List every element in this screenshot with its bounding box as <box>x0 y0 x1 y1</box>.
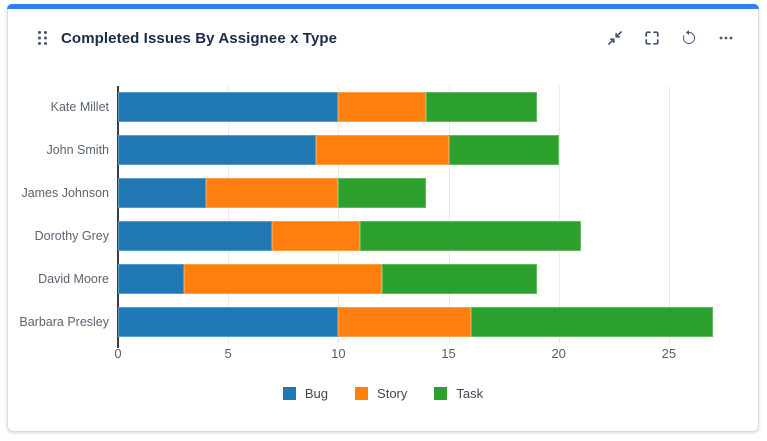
collapse-icon <box>607 30 623 46</box>
bar-segment-task[interactable] <box>360 220 581 251</box>
category-label: Kate Millet <box>50 100 109 115</box>
category-label: John Smith <box>46 143 109 158</box>
gridline <box>448 86 450 343</box>
dashboard-gadget-card: Completed Issues By Assignee x Type <box>7 4 759 432</box>
legend-label: Task <box>456 386 484 401</box>
fullscreen-icon <box>644 30 660 46</box>
x-tick-label: 10 <box>331 346 346 361</box>
x-tick-label: 15 <box>441 346 456 361</box>
x-tick-label: 20 <box>551 346 566 361</box>
drag-handle-icon[interactable] <box>33 28 51 48</box>
bar-segment-bug[interactable] <box>118 135 317 166</box>
bar-segment-task[interactable] <box>382 263 537 294</box>
gadget-header: Completed Issues By Assignee x Type <box>8 10 758 66</box>
legend-swatch <box>434 387 448 400</box>
bar-segment-task[interactable] <box>470 306 713 337</box>
category-label: Dorothy Grey <box>34 228 109 243</box>
category-label: James Johnson <box>21 186 109 201</box>
legend-label: Bug <box>304 386 329 401</box>
x-tick-label: 5 <box>224 346 232 361</box>
bar-segment-story[interactable] <box>316 135 449 166</box>
chart-legend: Bug Story Task <box>8 386 758 401</box>
ellipsis-icon <box>718 30 734 46</box>
bar-segment-bug[interactable] <box>118 306 339 337</box>
gadget-title: Completed Issues By Assignee x Type <box>61 29 338 47</box>
stacked-bar-chart: 0 5 10 15 20 25 Kate Millet John Smith James Joh… <box>8 5 758 431</box>
bar-segment-story[interactable] <box>272 220 361 251</box>
legend-swatch <box>355 387 369 400</box>
gadget-actions <box>605 28 736 48</box>
bar-segment-story[interactable] <box>338 306 471 337</box>
gridline <box>668 86 670 343</box>
legend-item-bug[interactable]: Bug <box>282 386 329 401</box>
bar-segment-bug[interactable] <box>118 92 339 123</box>
collapse-button[interactable] <box>605 28 625 48</box>
bar-segment-task[interactable] <box>338 178 427 209</box>
bar-segment-story[interactable] <box>206 178 339 209</box>
bar-segment-bug[interactable] <box>118 263 185 294</box>
card-accent-bar <box>7 4 759 9</box>
bar-segment-story[interactable] <box>184 263 383 294</box>
category-label: Barbara Presley <box>19 314 109 329</box>
bar-segment-bug[interactable] <box>118 178 207 209</box>
bar-segment-bug[interactable] <box>118 220 273 251</box>
fullscreen-button[interactable] <box>642 28 662 48</box>
bar-segment-story[interactable] <box>338 92 427 123</box>
gridline <box>558 86 560 343</box>
refresh-button[interactable] <box>679 28 699 48</box>
bar-segment-task[interactable] <box>448 135 559 166</box>
refresh-icon <box>681 30 697 46</box>
y-axis-line <box>117 86 119 348</box>
legend-item-story[interactable]: Story <box>355 386 407 401</box>
bar-segment-task[interactable] <box>426 92 537 123</box>
gridline <box>228 86 230 343</box>
x-tick-label: 0 <box>114 346 122 361</box>
legend-swatch <box>282 387 296 400</box>
x-tick-label: 25 <box>661 346 677 361</box>
more-menu-button[interactable] <box>716 28 736 48</box>
gridline <box>338 86 340 343</box>
legend-item-task[interactable]: Task <box>434 386 483 401</box>
category-label: David Moore <box>38 271 109 286</box>
legend-label: Story <box>377 386 408 401</box>
